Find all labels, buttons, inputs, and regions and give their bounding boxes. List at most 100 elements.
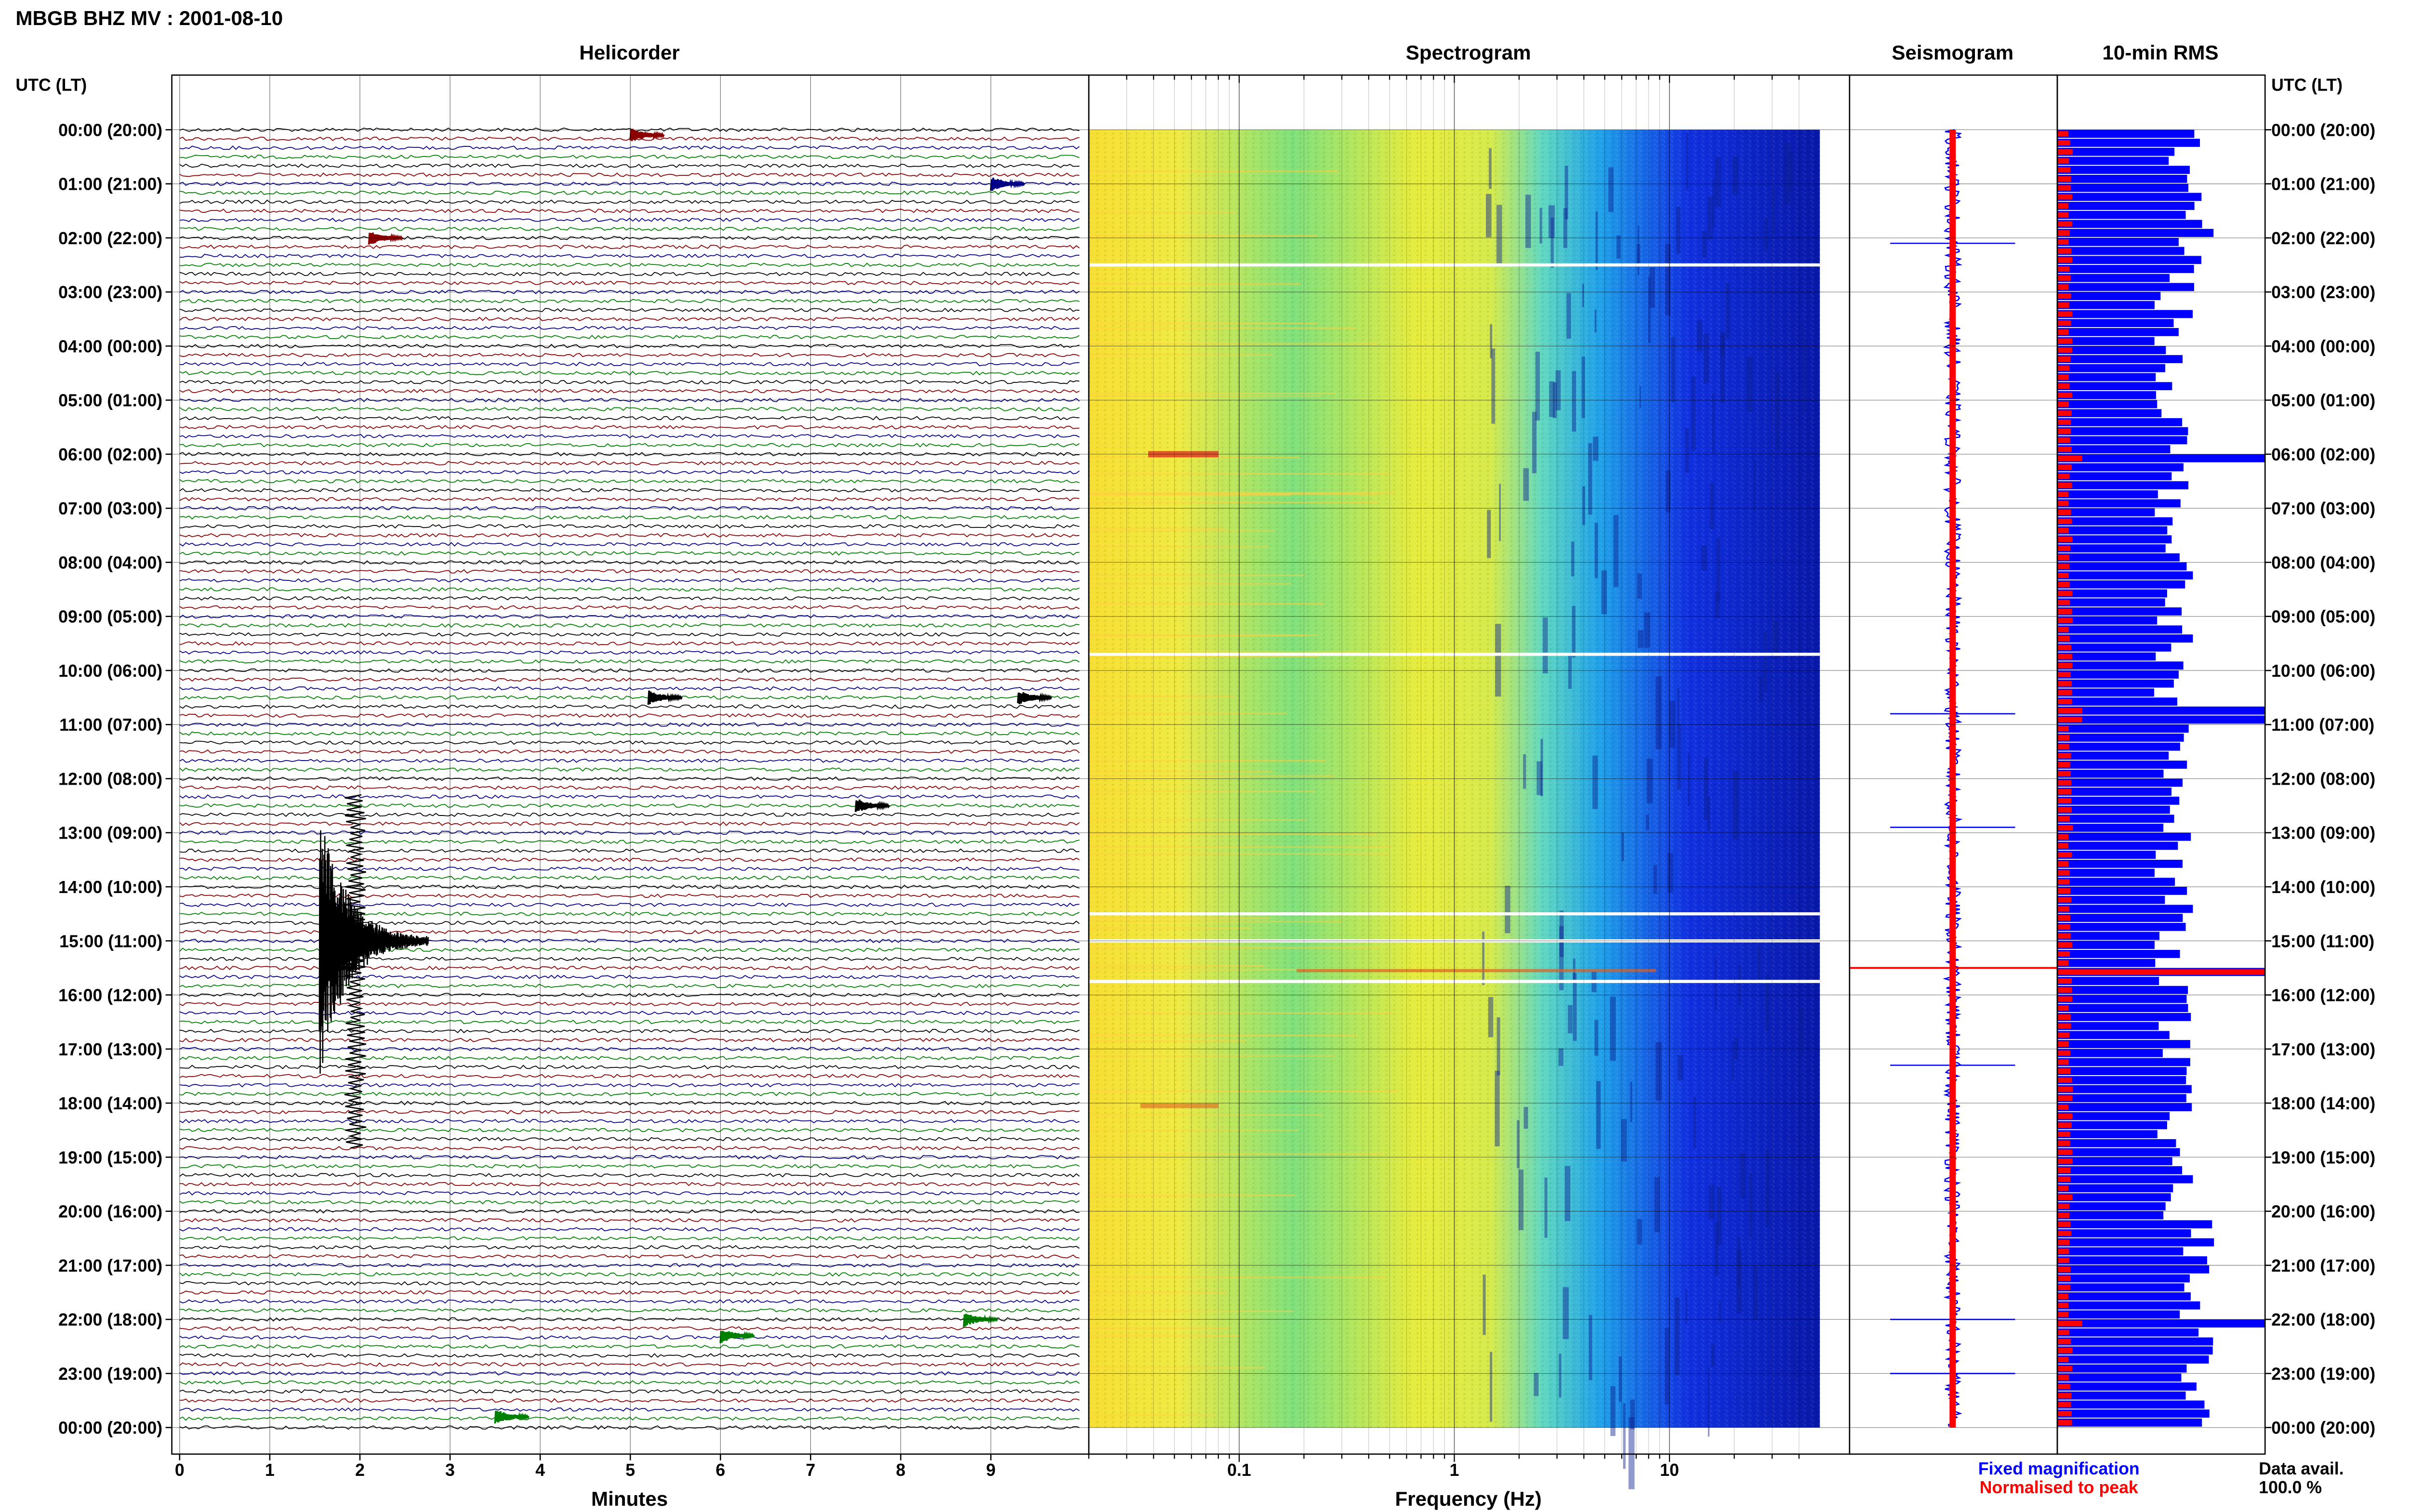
spectrogram-streak <box>1677 688 1680 726</box>
spectrogram-streak <box>1588 1315 1592 1381</box>
rms-bar-fixed <box>2057 1130 2158 1139</box>
rms-bar-normalised <box>2057 951 2070 957</box>
helicorder-trace-line <box>179 1236 1080 1241</box>
helicorder-trace-line <box>179 740 1080 745</box>
helicorder-trace-line <box>179 1353 1080 1358</box>
spectrogram-streak <box>1540 739 1543 797</box>
rms-bar-normalised <box>2057 374 2069 380</box>
rms-bar-normalised <box>2057 1194 2073 1200</box>
rms-bar-normalised <box>2057 437 2070 443</box>
rms-bar-normalised <box>2057 600 2070 605</box>
rms-bar-normalised <box>2057 987 2072 993</box>
helicorder-trace-line <box>179 190 1080 196</box>
helicorder-trace-line <box>179 1389 1080 1394</box>
rms-bar-normalised <box>2057 221 2072 227</box>
rms-bar-fixed <box>2057 508 2155 517</box>
rms-bar-fixed <box>2057 1040 2190 1048</box>
spectrogram-band <box>1088 927 1251 929</box>
spectrogram-streak <box>1618 1356 1622 1402</box>
rms-bar-normalised <box>2057 527 2069 533</box>
rms-bar-fixed <box>2057 562 2187 571</box>
spectrogram-band <box>1088 1055 1335 1057</box>
spectrogram-band <box>1088 1367 1265 1368</box>
helicorder-event <box>719 1331 755 1343</box>
spectrogram-band <box>1088 1195 1296 1196</box>
rms-bar-normalised <box>2057 1122 2072 1128</box>
rms-bar-fixed <box>2057 1382 2197 1391</box>
spectrogram-streak <box>1803 338 1806 413</box>
rms-bar-fixed <box>2057 553 2180 562</box>
spectrogram-streak <box>1637 225 1640 276</box>
rms-bar-fixed <box>2057 1076 2186 1084</box>
helicorder-event <box>855 799 890 812</box>
spectrogram-band <box>1088 651 1361 653</box>
helicorder-trace-line <box>179 226 1080 231</box>
rms-bar-normalised <box>2057 510 2071 515</box>
helicorder-trace-line <box>179 1425 1080 1430</box>
helicorder-trace-line <box>179 425 1080 430</box>
helicorder-trace-line <box>179 695 1080 700</box>
rms-bar-fixed <box>2057 1256 2207 1264</box>
rms-bar-fixed <box>2057 1148 2180 1157</box>
rms-bar-fixed <box>2057 1022 2159 1030</box>
rms-bar-normalised <box>2057 473 2070 479</box>
spectrogram-streak <box>1568 1005 1573 1034</box>
spectrogram-streak <box>1693 1096 1696 1149</box>
rms-bar-fixed <box>2057 463 2184 472</box>
helicorder-trace-line <box>179 785 1080 790</box>
time-label-right: 04:00 (00:00) <box>2271 337 2375 356</box>
helicorder-trace-line <box>179 398 1080 403</box>
spectrogram-streak <box>1534 1373 1539 1396</box>
rms-bar-normalised <box>2057 392 2072 398</box>
time-label-left: 05:00 (01:00) <box>58 391 162 410</box>
helicorder-trace-line <box>179 965 1080 971</box>
spectrogram-streak <box>1753 1266 1759 1320</box>
time-label-left: 01:00 (21:00) <box>58 175 162 194</box>
helicorder-trace-line <box>179 1227 1080 1232</box>
helicorder-trace-line <box>179 569 1080 574</box>
rms-bar-fixed <box>2057 733 2184 742</box>
spectrogram-streak <box>1517 1120 1520 1169</box>
spectrogram-streak <box>1717 1187 1721 1246</box>
frequency-tick-label: 1 <box>1450 1460 1459 1480</box>
helicorder-trace-line <box>179 542 1080 547</box>
rms-bar-normalised <box>2057 518 2072 524</box>
spectrogram-streak <box>1703 333 1709 383</box>
rms-bar-fixed <box>2057 670 2179 679</box>
rms-bar-normalised <box>2057 762 2070 768</box>
rms-bar-normalised <box>2057 275 2071 281</box>
helicorder-trace-line <box>179 677 1080 682</box>
helicorder-trace-line <box>179 578 1080 583</box>
rms-bar-fixed <box>2057 724 2189 733</box>
rms-bar-fixed <box>2057 184 2189 192</box>
rms-bar-fixed <box>2057 941 2155 949</box>
rms-bar-fixed <box>2057 166 2190 174</box>
spectrogram-band <box>1088 920 1342 922</box>
utc-header-left: UTC (LT) <box>15 75 87 94</box>
spectrogram-band <box>1088 354 1273 355</box>
rms-bar-fixed <box>2057 751 2169 760</box>
spectrogram-streak <box>1488 997 1494 1038</box>
rms-bar-fixed <box>2057 1265 2210 1274</box>
spectrogram-streak <box>1499 484 1501 541</box>
helicorder-trace-line <box>179 1272 1080 1277</box>
spectrogram-streak <box>1715 157 1721 208</box>
spectrogram-streak <box>1571 541 1575 577</box>
helicorder-event <box>990 177 1025 191</box>
data-avail-label: Data avail. <box>2259 1459 2343 1478</box>
helicorder-trace-line <box>179 1145 1080 1151</box>
time-label-right: 13:00 (09:00) <box>2271 824 2375 843</box>
helicorder-trace-line <box>179 1001 1080 1006</box>
spectrogram-streak <box>1719 1301 1721 1322</box>
rms-bar-fixed <box>2057 436 2187 445</box>
spectrogram-streak <box>1555 370 1561 410</box>
rms-bar-normalised <box>2057 663 2073 669</box>
rms-bar-normalised <box>2057 644 2071 650</box>
helicorder-trace-line <box>179 551 1080 556</box>
data-avail-value: 100.0 % <box>2259 1478 2322 1497</box>
spectrogram-streak <box>1581 356 1585 418</box>
spectrogram-band <box>1088 712 1288 714</box>
time-label-left: 00:00 (20:00) <box>58 120 162 140</box>
spectrogram-streak <box>1800 640 1802 656</box>
